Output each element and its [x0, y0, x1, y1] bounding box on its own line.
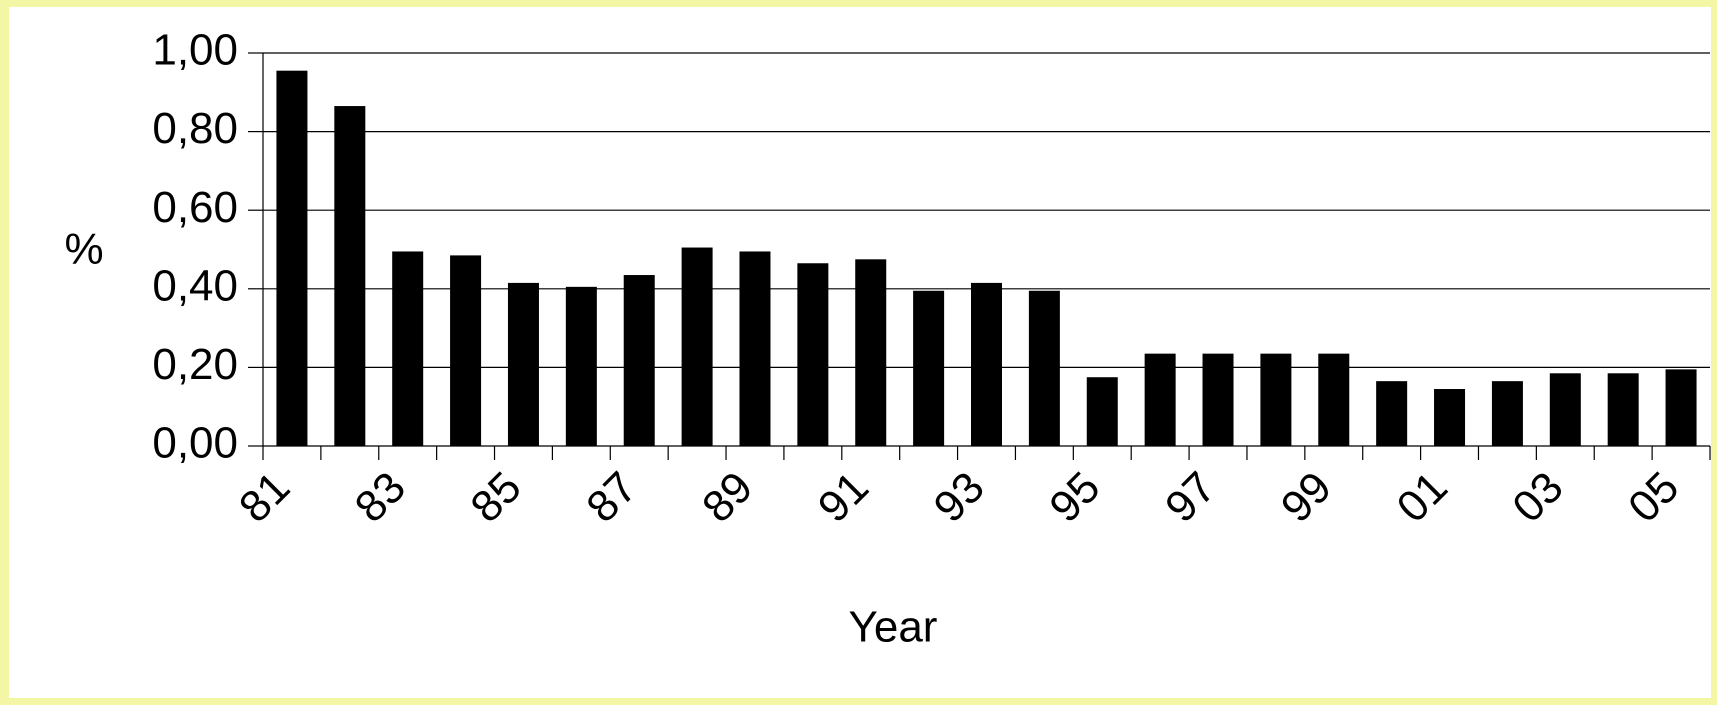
bar — [1607, 373, 1639, 446]
y-tick-label: 0,20 — [152, 340, 238, 389]
bar — [1376, 381, 1408, 446]
bar — [450, 255, 482, 446]
bar — [276, 70, 308, 446]
x-axis-label: Year — [849, 603, 938, 652]
y-tick-label: 0,60 — [152, 183, 238, 232]
bar — [1434, 389, 1466, 446]
bar — [1202, 353, 1234, 446]
bar — [1491, 381, 1523, 446]
bar — [1665, 369, 1697, 446]
y-tick-label: 0,80 — [152, 104, 238, 153]
bar — [797, 263, 829, 446]
bar — [681, 247, 713, 446]
y-tick-label: 0,00 — [152, 419, 238, 468]
bar — [334, 106, 366, 447]
y-tick-label: 0,40 — [152, 261, 238, 310]
bar — [1260, 353, 1292, 446]
bar — [1086, 377, 1118, 446]
bar — [971, 282, 1002, 446]
bar — [565, 286, 597, 446]
bar — [855, 259, 887, 446]
bar — [913, 290, 945, 446]
bar — [1144, 353, 1176, 446]
y-tick-label: 1,00 — [152, 26, 238, 75]
bar — [739, 251, 771, 446]
bar — [1318, 353, 1350, 446]
y-axis-label: % — [64, 225, 103, 274]
bar — [1028, 290, 1060, 446]
bar — [507, 282, 539, 446]
bar — [392, 251, 424, 446]
bar — [1549, 373, 1581, 446]
bar — [623, 275, 655, 446]
